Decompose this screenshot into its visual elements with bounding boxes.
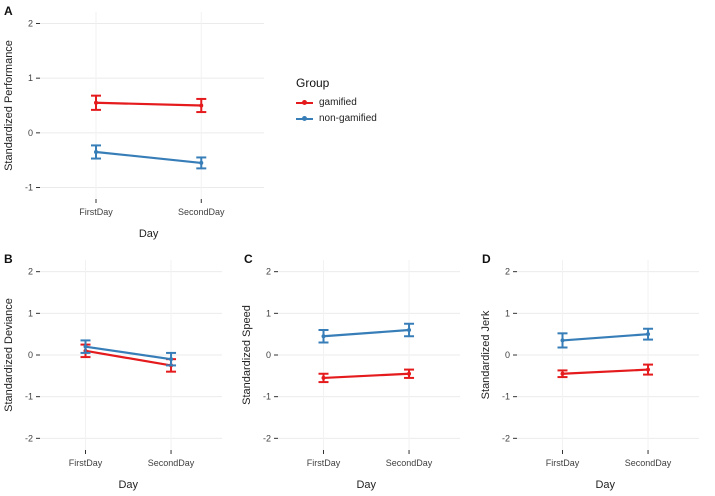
legend-label-gamified: gamified (319, 97, 357, 108)
svg-text:Day: Day (595, 479, 615, 491)
svg-text:-1: -1 (25, 183, 33, 193)
legend-item-gamified: gamified (296, 97, 377, 108)
svg-text:2: 2 (505, 267, 510, 277)
panel-a-chart: -1 0 1 2 FirstDay SecondDay Day Standardized Pe… (3, 12, 264, 240)
panel-c-label: C (244, 252, 253, 266)
svg-text:1: 1 (266, 308, 271, 318)
gamified-line-key-icon (296, 99, 313, 105)
svg-text:Standardized Speed: Standardized Speed (241, 305, 253, 405)
panel-b-label: B (4, 252, 13, 266)
svg-text:FirstDay: FirstDay (307, 458, 341, 468)
svg-text:-1: -1 (25, 392, 33, 402)
svg-text:-2: -2 (25, 433, 33, 443)
legend: Group gamified non-gamified (296, 76, 377, 129)
svg-text:2: 2 (28, 18, 33, 28)
panel-d-label: D (482, 252, 491, 266)
svg-text:0: 0 (505, 350, 510, 360)
svg-text:-1: -1 (263, 392, 271, 402)
svg-text:-1: -1 (502, 392, 510, 402)
svg-text:-2: -2 (502, 433, 510, 443)
panel-b-chart: -2 -1 0 1 2 FirstDay SecondDay Day Standardized … (3, 260, 222, 491)
svg-text:SecondDay: SecondDay (386, 458, 433, 468)
panel-d: -2 -1 0 1 2 FirstDay SecondDay Day Standardized … (477, 248, 715, 496)
svg-text:1: 1 (28, 73, 33, 83)
svg-text:FirstDay: FirstDay (546, 458, 580, 468)
svg-text:Standardized Jerk: Standardized Jerk (480, 310, 492, 399)
svg-text:2: 2 (28, 267, 33, 277)
svg-text:Day: Day (139, 228, 159, 240)
svg-text:1: 1 (28, 308, 33, 318)
panel-c-chart: -2 -1 0 1 2 FirstDay SecondDay Day Standardized … (241, 260, 460, 491)
svg-text:1: 1 (505, 308, 510, 318)
svg-text:0: 0 (28, 128, 33, 138)
panel-d-chart: -2 -1 0 1 2 FirstDay SecondDay Day Standardized … (480, 260, 699, 491)
panel-b: -2 -1 0 1 2 FirstDay SecondDay Day Standardized … (0, 248, 238, 496)
legend-item-non-gamified: non-gamified (296, 113, 377, 124)
svg-text:SecondDay: SecondDay (148, 458, 195, 468)
svg-text:Day: Day (118, 479, 138, 491)
panel-c: -2 -1 0 1 2 FirstDay SecondDay Day Standardized … (238, 248, 476, 496)
svg-text:FirstDay: FirstDay (69, 458, 103, 468)
svg-text:SecondDay: SecondDay (625, 458, 672, 468)
legend-label-non-gamified: non-gamified (319, 113, 377, 124)
non-gamified-line-key-icon (296, 115, 313, 121)
svg-text:-2: -2 (263, 433, 271, 443)
svg-text:Day: Day (356, 479, 376, 491)
panel-a: -1 0 1 2 FirstDay SecondDay Day Standardized Pe… (0, 0, 280, 250)
svg-text:Standardized Deviance: Standardized Deviance (3, 298, 15, 412)
svg-text:2: 2 (266, 267, 271, 277)
svg-text:0: 0 (28, 350, 33, 360)
svg-text:SecondDay: SecondDay (178, 207, 225, 217)
svg-text:Standardized Performance: Standardized Performance (3, 40, 15, 171)
svg-text:FirstDay: FirstDay (79, 207, 113, 217)
legend-title: Group (296, 76, 330, 90)
panel-a-label: A (4, 4, 13, 18)
svg-text:0: 0 (266, 350, 271, 360)
